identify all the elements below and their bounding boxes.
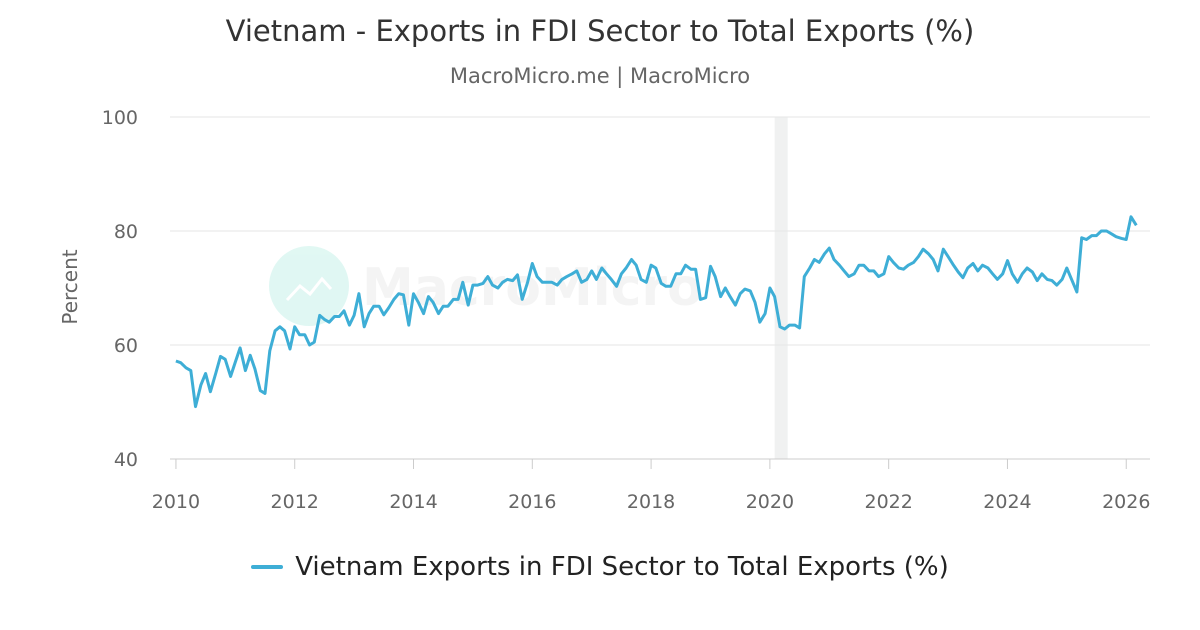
y-tick-label: 100 (102, 107, 138, 129)
y-tick-label: 60 (114, 335, 138, 357)
x-tick-label: 2026 (1102, 491, 1150, 513)
legend[interactable]: Vietnam Exports in FDI Sector to Total E… (0, 552, 1200, 582)
y-tick-label: 80 (114, 221, 138, 243)
legend-series-swatch (251, 565, 284, 569)
chart-subtitle: MacroMicro.me | MacroMicro (449, 64, 751, 88)
x-tick-label: 2010 (152, 491, 200, 513)
watermark-logo-icon (269, 246, 349, 326)
shaded-period (774, 117, 788, 459)
x-tick-label: 2018 (627, 491, 675, 513)
x-tick-label: 2014 (389, 491, 437, 513)
x-tick-label: 2012 (271, 491, 319, 513)
y-axis-label: Percent (58, 249, 82, 324)
x-tick-label: 2020 (746, 491, 794, 513)
chart-title: Vietnam - Exports in FDI Sector to Total… (225, 14, 975, 48)
series-line (175, 215, 1138, 409)
x-tick-label: 2024 (983, 491, 1031, 513)
legend-series-label: Vietnam Exports in FDI Sector to Total E… (295, 552, 949, 582)
x-tick-label: 2022 (864, 491, 912, 513)
macromicro-watermark: MacroMicro (269, 246, 703, 326)
watermark-logo-mark (285, 276, 333, 302)
y-tick-label: 40 (114, 449, 138, 471)
x-tick-label: 2016 (508, 491, 556, 513)
